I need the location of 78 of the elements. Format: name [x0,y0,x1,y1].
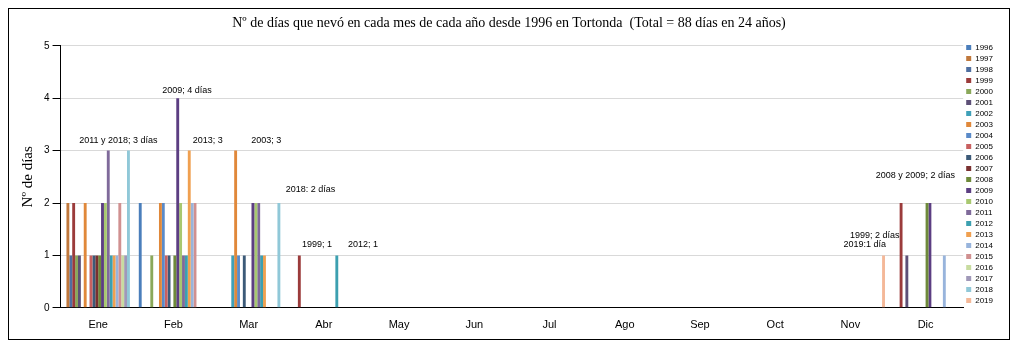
annotation: 2019:1 día [843,239,887,250]
y-tick-label: 5 [44,39,50,51]
y-axis-title: Nº de días [18,145,35,208]
bar [277,203,281,308]
y-tick-label: 3 [44,144,50,156]
legend-label: 2019 [975,295,994,305]
bar [176,98,180,308]
legend-label: 2013 [975,229,994,239]
legend-label: 2009 [975,185,994,195]
annotation: 2011 y 2018; 3 días [79,135,159,145]
y-tick-label: 0 [44,301,50,313]
legend-label: 2001 [975,97,994,107]
bar [187,150,191,308]
annotation: 1999; 2 días [849,230,901,241]
bar [66,203,70,308]
bar [882,255,885,308]
bar [173,255,177,308]
bar [106,150,110,308]
bar [905,255,909,308]
bar [83,203,87,308]
bar [118,203,122,308]
x-tick-label: Jul [542,318,557,331]
legend-label: 2017 [975,273,994,283]
bar [138,203,142,308]
legend-label: 2002 [975,108,994,118]
x-tick-label: Ago [614,318,635,331]
legend-label: 2016 [975,262,994,272]
x-tick-label: Abr [315,318,333,331]
legend-label: 2006 [975,152,994,162]
legend-label: 2011 [975,207,993,217]
y-tick-label: 4 [44,91,50,103]
bar [150,255,154,308]
annotation: 1999; 1 [301,239,332,250]
x-tick-label: Dic [917,318,935,331]
legend-label: 2007 [975,163,994,173]
legend-label: 2010 [975,196,994,206]
legend-label: 2018 [975,284,994,294]
bar [242,255,246,308]
bar [127,150,130,308]
bar [69,255,73,308]
bar [234,150,238,308]
annotation: 2008 y 2009; 2 días [875,169,956,180]
bar [297,255,301,308]
annotation: 2003; 3 [251,135,282,145]
x-tick-label: May [388,318,410,331]
bar [72,203,76,308]
chart-title: Nº de días que nevó en cada mes de cada año desde 1996 en Tortonda (Total = 88 días en 24 años) [232,15,787,32]
x-tick-label: Nov [840,318,861,331]
legend-label: 2005 [975,141,994,151]
y-tick-label: 1 [44,249,50,261]
bar [237,255,240,308]
bar [899,203,903,308]
x-tick-label: Feb [163,318,183,331]
bar [335,255,339,308]
legend-label: 1998 [975,64,994,74]
bar [231,255,235,308]
annotation: 2018: 2 días [285,183,336,194]
bar [179,203,183,308]
legend-label: 2003 [975,119,994,129]
legend-label: 2012 [975,218,994,228]
legend-label: 2004 [975,130,994,140]
annotation: 2009; 4 días [162,85,213,96]
annotation: 2012; 1 [347,239,378,250]
x-tick-label: Sep [690,318,710,331]
legend-label: 2014 [975,240,994,250]
x-tick-label: Ene [88,318,108,331]
x-tick-label: Oct [766,318,784,331]
legend-label: 2008 [975,174,994,184]
legend-label: 1997 [975,53,994,63]
bar [942,255,946,308]
legend-label: 2015 [975,251,994,261]
annotation: 2013; 3 [192,135,223,145]
legend-label: 2000 [975,86,994,96]
x-tick-label: Mar [239,318,259,331]
legend-label: 1999 [975,75,994,85]
legend-label: 1996 [975,42,994,52]
y-tick-label: 2 [44,196,50,208]
x-tick-label: Jun [465,318,484,331]
